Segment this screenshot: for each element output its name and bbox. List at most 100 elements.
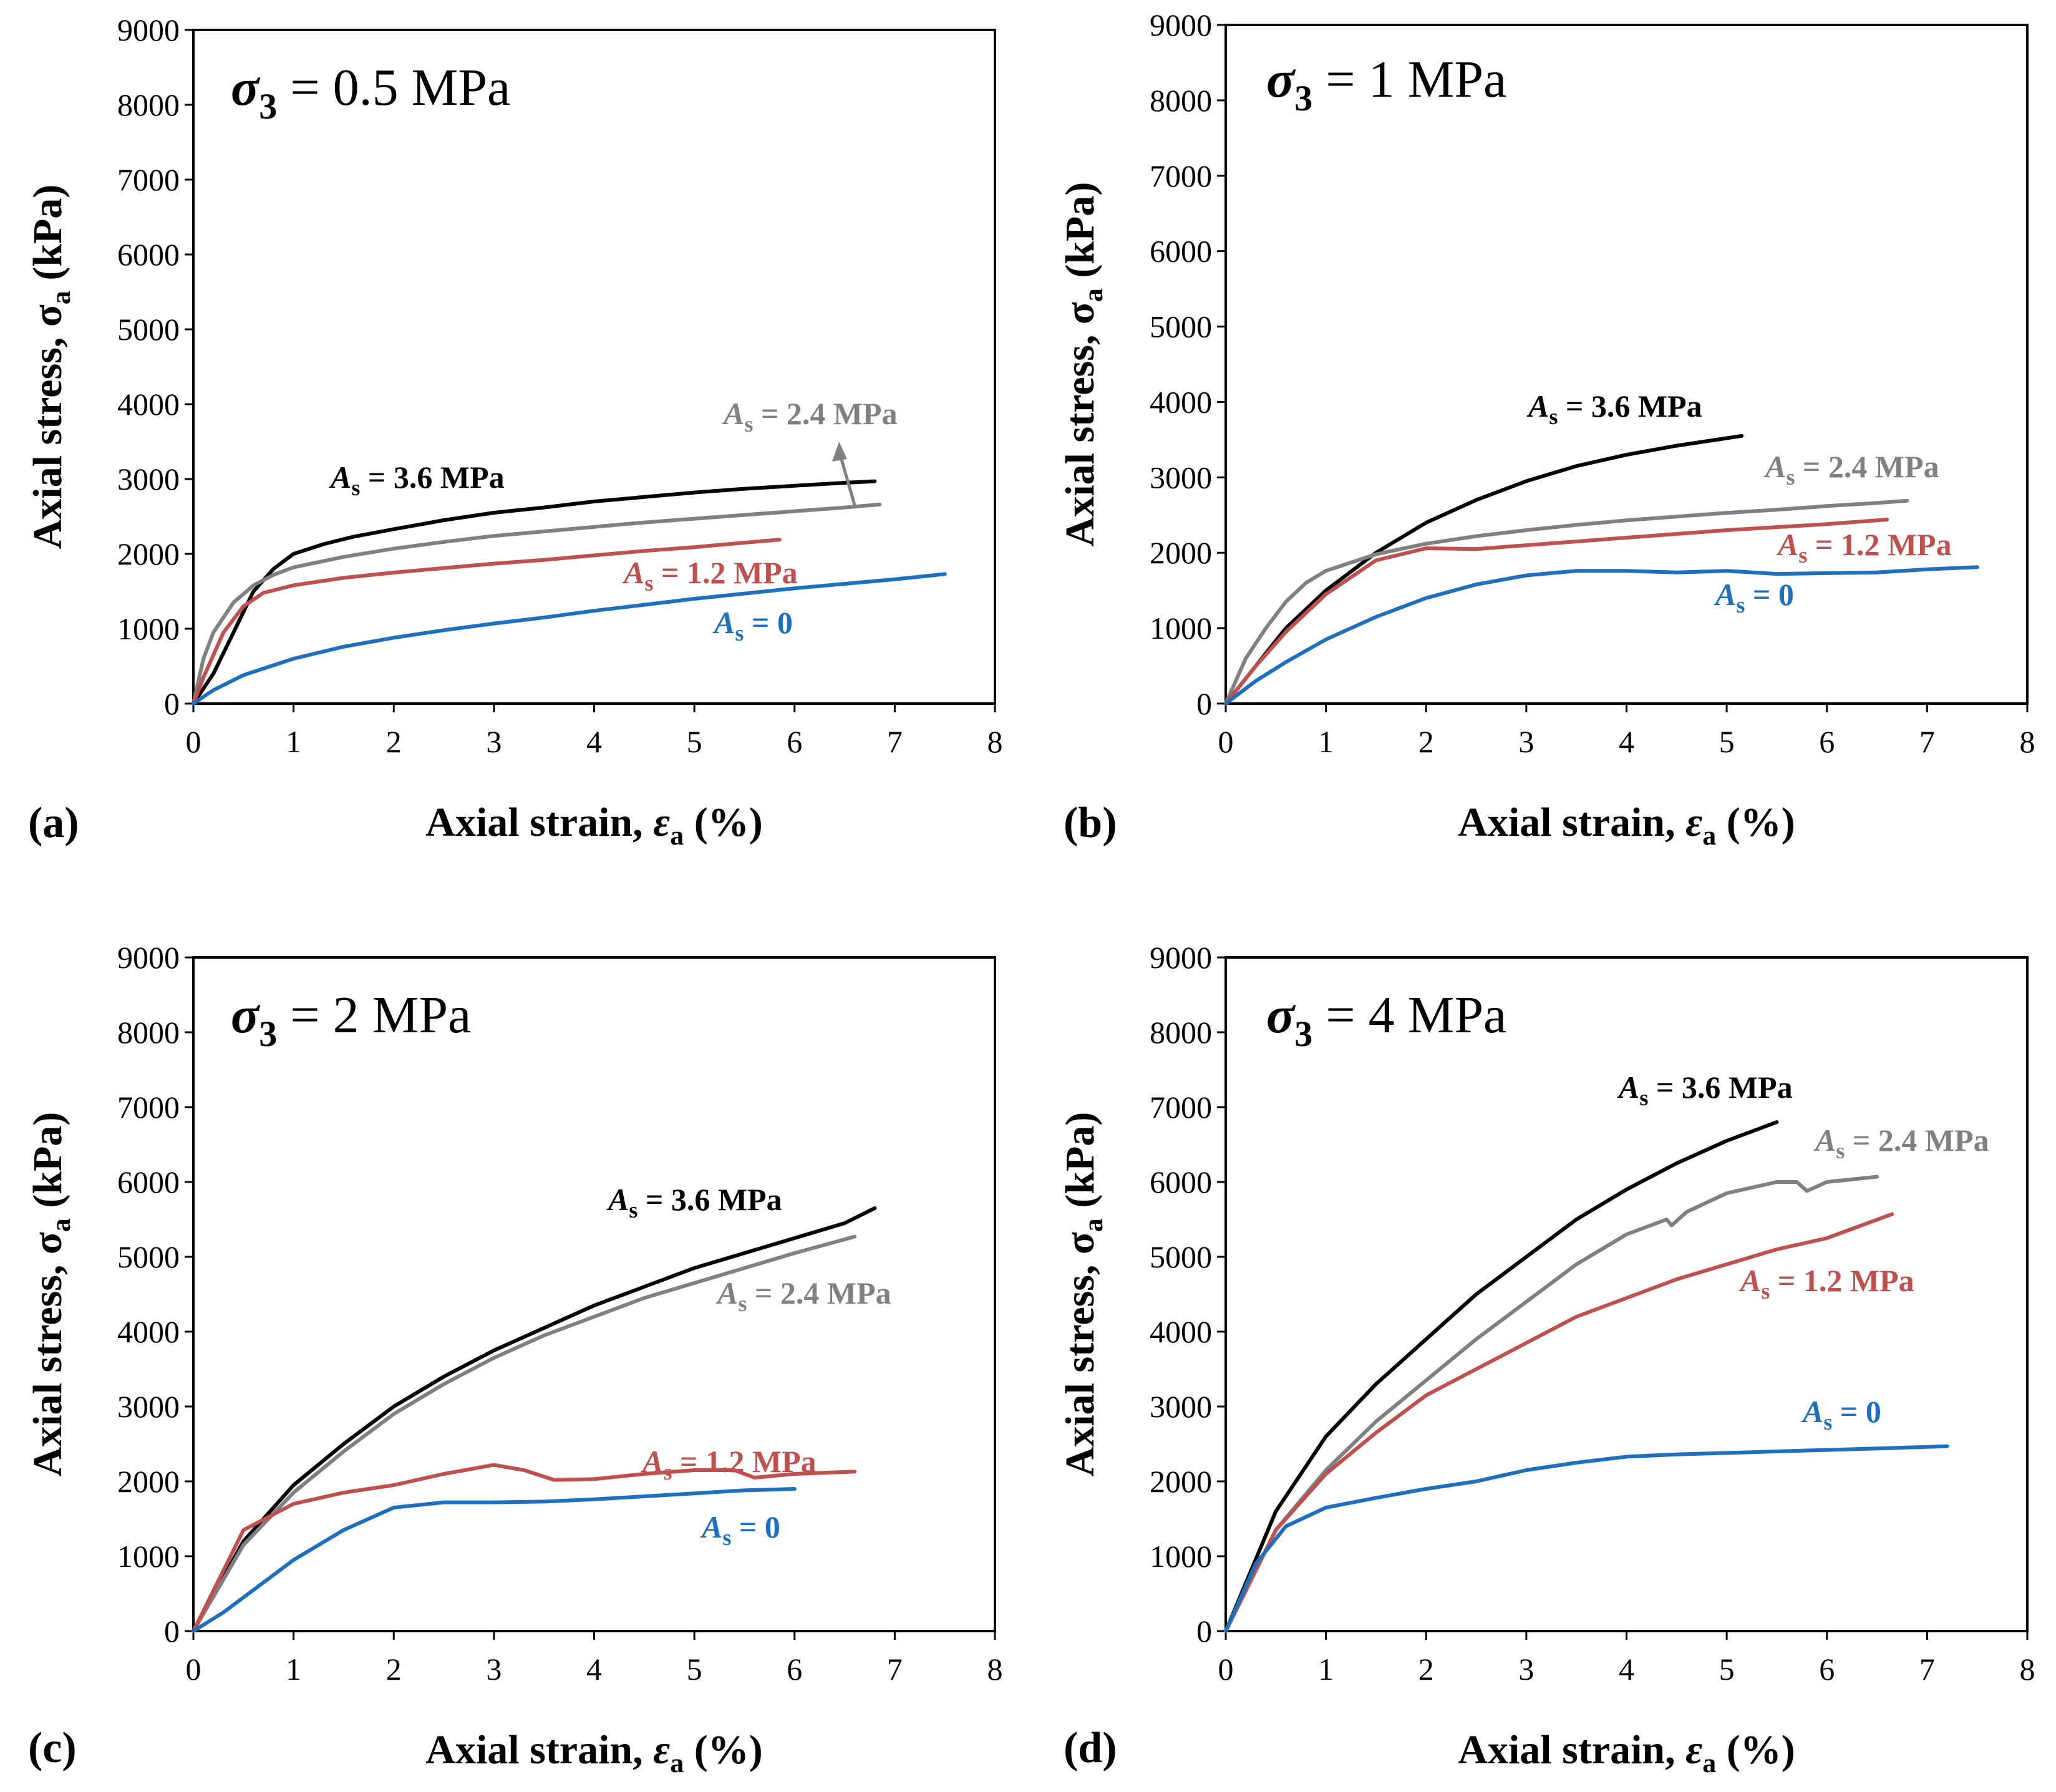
x-axis-title: Axial strain, εa (%)	[1458, 800, 1795, 851]
series-line-as-0	[192, 1487, 797, 1633]
y-tick-label: 7000	[1150, 1090, 1212, 1125]
y-tick-label: 6000	[117, 237, 180, 272]
y-tick-label: 9000	[1150, 7, 1212, 42]
x-axis-title: Axial strain, εa (%)	[425, 800, 762, 851]
chart-panel-d: 0 1000 2000 3000 4000 5000 6000 7000 8000 9000 0 1 2…	[1057, 940, 2035, 1778]
panel-label: (a)	[28, 799, 79, 847]
series-label-as-1-2: As = 1.2 MPa	[1738, 1263, 1914, 1304]
y-tick-label: 6000	[117, 1165, 180, 1199]
y-tick-label: 8000	[117, 87, 180, 122]
y-tick-label: 1000	[1150, 611, 1212, 646]
y-axis-title: Axial stress, σa (kPa)	[25, 185, 76, 550]
y-tick-label: 4000	[1150, 384, 1212, 419]
plot-area-frame	[192, 29, 996, 705]
series-line-as-1-2	[192, 538, 782, 705]
y-tick-label: 1000	[1150, 1539, 1212, 1574]
confining-pressure-label: σ3 = 4 MPa	[1266, 986, 1506, 1054]
chart-panel-b: 0 1000 2000 3000 4000 5000 6000 7000 8000 9000 0 1 2…	[1057, 7, 2035, 851]
y-tick-label: 8000	[1150, 83, 1212, 118]
y-tick-label: 1000	[117, 611, 180, 646]
y-tick-label: 1000	[117, 1539, 180, 1574]
y-tick-label: 0	[164, 1614, 180, 1649]
x-tick-label: 8	[987, 724, 1003, 759]
x-tick-label: 6	[1819, 1652, 1835, 1687]
confining-pressure-label: σ3 = 1 MPa	[1266, 51, 1506, 119]
y-tick-label: 4000	[117, 387, 180, 422]
y-tick-label: 4000	[1150, 1314, 1212, 1349]
x-tick-label: 6	[787, 724, 802, 759]
plot-area-frame	[1224, 24, 2029, 705]
panel-label: (c)	[28, 1724, 77, 1772]
series-label-as-0: As = 0	[1801, 1394, 1881, 1435]
y-tick-label: 6000	[1150, 1165, 1212, 1199]
panel-label: (d)	[1064, 1724, 1117, 1772]
y-axis-title: Axial stress, σa (kPa)	[25, 1112, 76, 1477]
y-tick-label: 4000	[117, 1314, 180, 1349]
y-tick-label: 2000	[1150, 1464, 1212, 1499]
x-tick-label: 8	[987, 1652, 1003, 1687]
x-tick-label: 7	[1919, 1652, 1935, 1687]
confining-pressure-label: σ3 = 2 MPa	[231, 986, 471, 1054]
chart-panel-c: 0 1000 2000 3000 4000 5000 6000 7000 8000 9000 0 1 2…	[25, 940, 1003, 1778]
chart-panel-a: 0 1000 2000 3000 4000 5000 6000 7000 8000 9000 0 1 2…	[25, 12, 1003, 851]
y-tick-label: 9000	[117, 940, 180, 975]
series-label-as-3-6: As = 3.6 MPa	[329, 460, 505, 500]
x-tick-label: 6	[787, 1652, 802, 1687]
x-tick-label: 4	[1619, 724, 1634, 759]
series-label-as-2-4: As = 2.4 MPa	[1763, 449, 1939, 490]
x-tick-label: 2	[386, 724, 402, 759]
y-tick-label: 8000	[117, 1015, 180, 1050]
y-axis-title: Axial stress, σa (kPa)	[1057, 182, 1108, 547]
series-label-as-1-2: As = 1.2 MPa	[641, 1444, 817, 1484]
series-line-as-3-6	[1224, 433, 1744, 705]
series-line-as-0	[192, 572, 947, 705]
series-label-as-0: As = 0	[712, 605, 793, 646]
y-tick-label: 0	[164, 686, 180, 721]
x-tick-label: 3	[486, 1652, 502, 1687]
x-tick-label: 7	[887, 1652, 903, 1687]
x-tick-label: 4	[586, 724, 602, 759]
x-tick-label: 5	[687, 1652, 702, 1687]
x-tick-label: 7	[1919, 724, 1935, 759]
y-tick-label: 7000	[117, 162, 180, 197]
series-line-as-0	[1224, 1444, 1949, 1633]
series-line-as-2-4	[192, 1234, 857, 1633]
y-tick-label: 3000	[1150, 460, 1212, 495]
panel-label: (b)	[1064, 799, 1117, 847]
x-axis-title: Axial strain, εa (%)	[1458, 1727, 1795, 1778]
series-line-as-1-2	[1224, 1212, 1894, 1633]
y-tick-label: 2000	[117, 536, 180, 571]
x-tick-label: 8	[2020, 724, 2035, 759]
y-tick-label: 3000	[117, 1389, 180, 1424]
x-tick-label: 4	[1619, 1652, 1634, 1687]
series-line-as-2-4	[192, 502, 882, 705]
y-tick-label: 3000	[117, 462, 180, 496]
series-line-as-1-2	[192, 1463, 857, 1633]
x-tick-label: 0	[186, 724, 201, 759]
series-label-as-0: As = 0	[700, 1509, 780, 1550]
series-line-as-3-6	[192, 479, 877, 705]
x-tick-label: 3	[486, 724, 502, 759]
y-tick-label: 7000	[1150, 158, 1212, 193]
confining-pressure-label: σ3 = 0.5 MPa	[231, 59, 510, 127]
y-tick-label: 5000	[117, 312, 180, 347]
series-line-as-1-2	[1224, 518, 1889, 705]
x-tick-label: 1	[286, 724, 301, 759]
y-tick-label: 5000	[117, 1239, 180, 1274]
series-line-as-2-4	[1224, 1174, 1879, 1633]
series-label-as-1-2: As = 1.2 MPa	[1776, 527, 1952, 568]
x-tick-label: 5	[1719, 724, 1735, 759]
series-label-as-2-4: As = 2.4 MPa	[722, 396, 898, 437]
y-tick-label: 9000	[117, 12, 180, 47]
x-tick-label: 5	[1719, 1652, 1735, 1687]
x-tick-label: 8	[2020, 1652, 2035, 1687]
y-tick-label: 0	[1196, 686, 1212, 721]
series-label-as-0: As = 0	[1714, 577, 1794, 618]
label-pointer-arrow	[838, 452, 856, 506]
series-line-as-3-6	[1224, 1120, 1779, 1633]
y-tick-label: 7000	[117, 1090, 180, 1125]
x-tick-label: 5	[687, 724, 702, 759]
x-tick-label: 0	[1218, 724, 1234, 759]
x-tick-label: 2	[1418, 1652, 1434, 1687]
